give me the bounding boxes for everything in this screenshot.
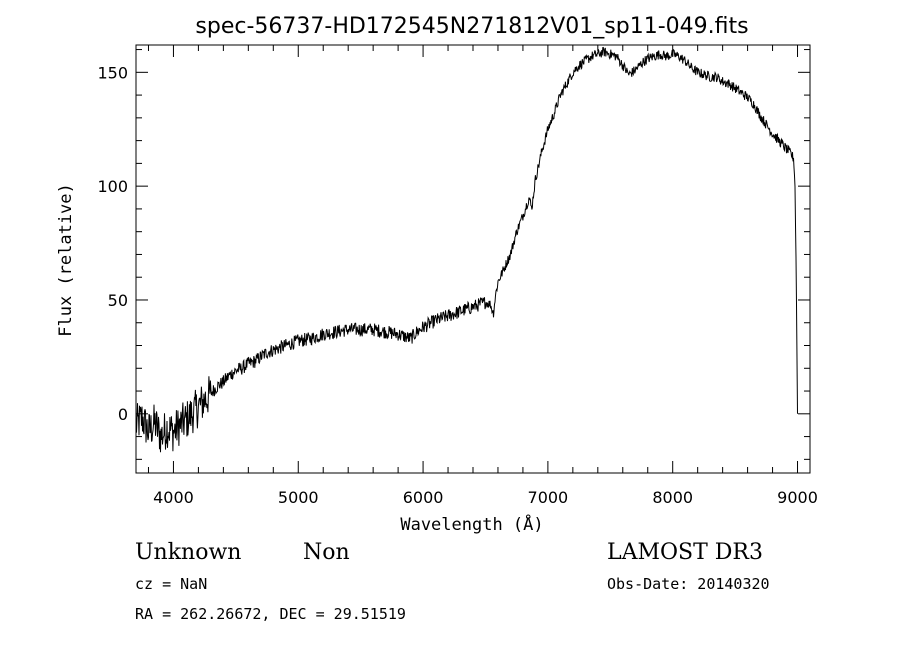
y-axis-label: Flux (relative) — [56, 183, 76, 337]
x-tick-label: 4000 — [153, 488, 194, 507]
axis-tick-labels: 4000 5000 6000 7000 8000 9000 0 50 100 150 — [97, 63, 817, 507]
plot-frame — [135, 44, 811, 474]
y-tick-label: 50 — [108, 291, 128, 310]
survey-label: LAMOST DR3 — [607, 540, 763, 565]
x-tick-label: 7000 — [528, 488, 569, 507]
x-axis-label: Wavelength (Å) — [400, 513, 543, 535]
y-tick-label: 150 — [97, 63, 128, 82]
axis-ticks — [136, 45, 810, 473]
x-tick-label: 9000 — [777, 488, 818, 507]
redshift-label: cz = NaN — [135, 575, 207, 593]
object-subclass: Non — [303, 540, 350, 565]
y-tick-label: 100 — [97, 177, 128, 196]
x-tick-label: 5000 — [278, 488, 319, 507]
object-class: Unknown — [135, 540, 241, 565]
spectrum-series-line — [136, 46, 798, 453]
chart-title: spec-56737-HD172545N271812V01_sp11-049.f… — [195, 14, 748, 39]
coordinates-label: RA = 262.26672, DEC = 29.51519 — [135, 605, 406, 623]
y-tick-label: 0 — [118, 405, 128, 424]
obs-date-label: Obs-Date: 20140320 — [607, 575, 770, 593]
x-tick-label: 8000 — [652, 488, 693, 507]
x-tick-label: 6000 — [403, 488, 444, 507]
